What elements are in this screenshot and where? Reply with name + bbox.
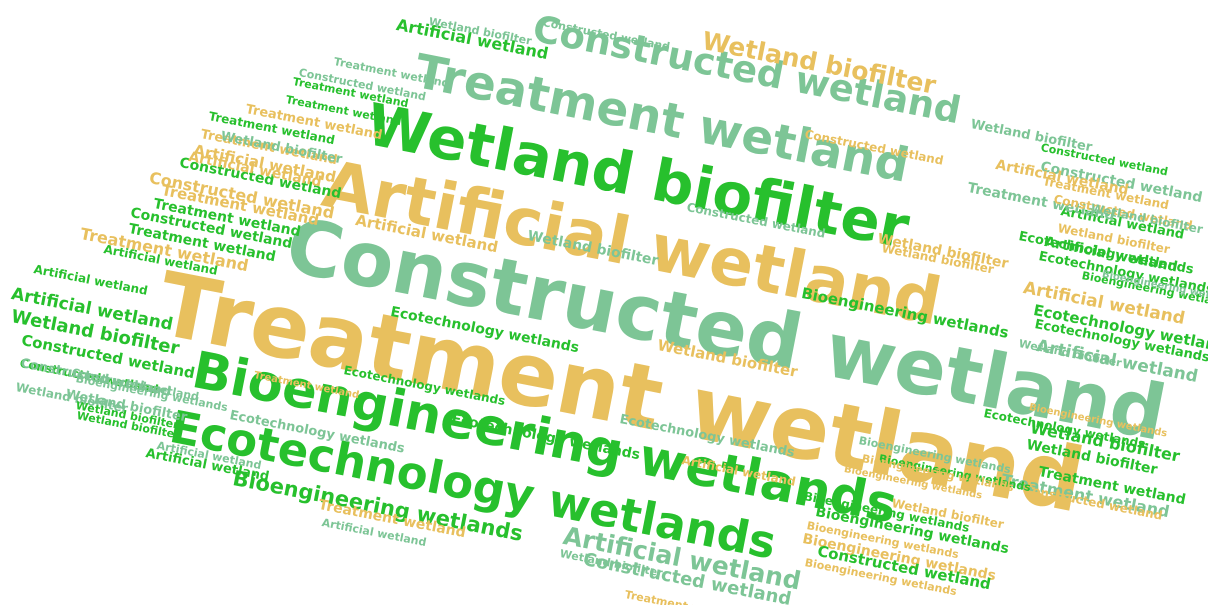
word-cloud: Treatment wetland Constructed wetland Arti…	[9, 7, 1208, 605]
